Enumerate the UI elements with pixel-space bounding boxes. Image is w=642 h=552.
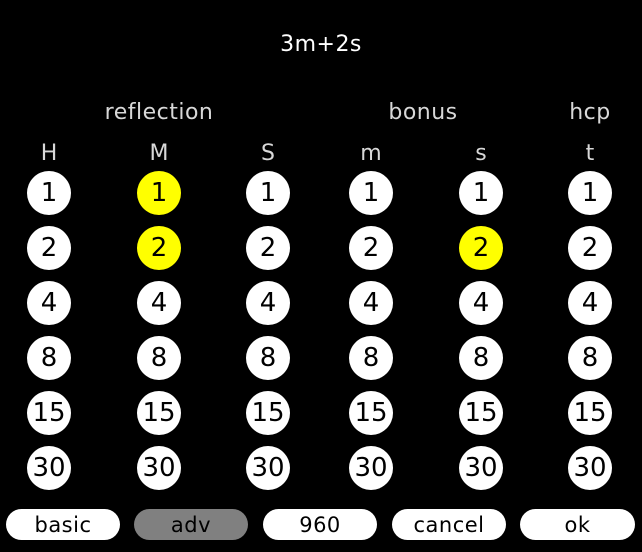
minutes-option-8[interactable]: 8 bbox=[137, 336, 181, 380]
adv-button[interactable]: adv bbox=[134, 509, 248, 540]
handicap-time-option-8[interactable]: 8 bbox=[568, 336, 612, 380]
group-label-hcp: hcp bbox=[569, 100, 611, 125]
column-label-handicap-time: t bbox=[585, 141, 595, 166]
hours-option-1[interactable]: 1 bbox=[27, 171, 71, 215]
hours-option-30[interactable]: 30 bbox=[27, 446, 71, 490]
column-label-bonus-seconds: s bbox=[475, 141, 487, 166]
seconds-option-30[interactable]: 30 bbox=[246, 446, 290, 490]
column-label-seconds: S bbox=[261, 141, 275, 166]
bonus-minutes-option-30[interactable]: 30 bbox=[349, 446, 393, 490]
seconds-option-2[interactable]: 2 bbox=[246, 226, 290, 270]
bonus-seconds-option-15[interactable]: 15 bbox=[459, 391, 503, 435]
bonus-seconds-option-1[interactable]: 1 bbox=[459, 171, 503, 215]
seconds-option-15[interactable]: 15 bbox=[246, 391, 290, 435]
bonus-seconds-option-4[interactable]: 4 bbox=[459, 281, 503, 325]
handicap-time-option-30[interactable]: 30 bbox=[568, 446, 612, 490]
group-label-bonus: bonus bbox=[388, 100, 458, 125]
handicap-time-option-2[interactable]: 2 bbox=[568, 226, 612, 270]
hours-option-8[interactable]: 8 bbox=[27, 336, 71, 380]
group-label-reflection: reflection bbox=[104, 100, 214, 125]
bonus-minutes-option-4[interactable]: 4 bbox=[349, 281, 393, 325]
bonus-minutes-option-1[interactable]: 1 bbox=[349, 171, 393, 215]
bonus-seconds-option-8[interactable]: 8 bbox=[459, 336, 503, 380]
bonus-seconds-option-30[interactable]: 30 bbox=[459, 446, 503, 490]
960-button[interactable]: 960 bbox=[263, 509, 377, 540]
handicap-time-option-4[interactable]: 4 bbox=[568, 281, 612, 325]
bonus-minutes-option-2[interactable]: 2 bbox=[349, 226, 393, 270]
minutes-option-1[interactable]: 1 bbox=[137, 171, 181, 215]
minutes-option-2[interactable]: 2 bbox=[137, 226, 181, 270]
time-control-title: 3m+2s bbox=[280, 32, 362, 57]
cancel-button[interactable]: cancel bbox=[392, 509, 506, 540]
minutes-option-15[interactable]: 15 bbox=[137, 391, 181, 435]
hours-option-2[interactable]: 2 bbox=[27, 226, 71, 270]
bonus-minutes-option-8[interactable]: 8 bbox=[349, 336, 393, 380]
minutes-option-4[interactable]: 4 bbox=[137, 281, 181, 325]
seconds-option-1[interactable]: 1 bbox=[246, 171, 290, 215]
hours-option-4[interactable]: 4 bbox=[27, 281, 71, 325]
handicap-time-option-15[interactable]: 15 bbox=[568, 391, 612, 435]
minutes-option-30[interactable]: 30 bbox=[137, 446, 181, 490]
bonus-seconds-option-2[interactable]: 2 bbox=[459, 226, 503, 270]
seconds-option-8[interactable]: 8 bbox=[246, 336, 290, 380]
basic-button[interactable]: basic bbox=[6, 509, 120, 540]
hours-option-15[interactable]: 15 bbox=[27, 391, 71, 435]
seconds-option-4[interactable]: 4 bbox=[246, 281, 290, 325]
bonus-minutes-option-15[interactable]: 15 bbox=[349, 391, 393, 435]
column-label-bonus-minutes: m bbox=[360, 141, 382, 166]
column-label-minutes: M bbox=[149, 141, 169, 166]
ok-button[interactable]: ok bbox=[520, 509, 635, 540]
handicap-time-option-1[interactable]: 1 bbox=[568, 171, 612, 215]
column-label-hours: H bbox=[40, 141, 58, 166]
